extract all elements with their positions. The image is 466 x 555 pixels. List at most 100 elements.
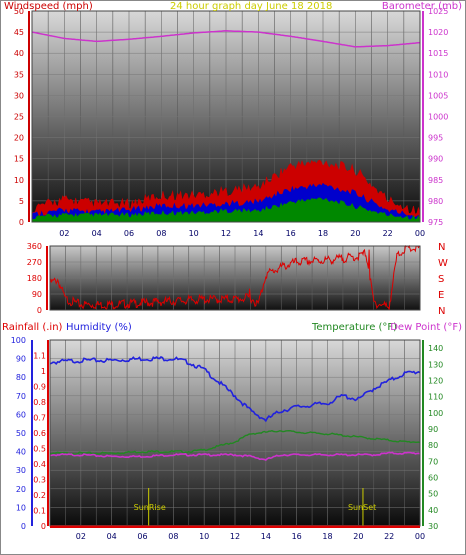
hour-tick-label: 22 bbox=[384, 532, 394, 541]
compass-label: W bbox=[438, 258, 448, 269]
rainfall-tick-label: 0.1 bbox=[33, 507, 46, 516]
rainfall-tick-label: 0.5 bbox=[33, 445, 46, 454]
direction-tick-label: 270 bbox=[27, 258, 42, 267]
humidity-tick-label: 50 bbox=[16, 429, 26, 438]
hour-tick-label: 08 bbox=[156, 229, 166, 238]
direction-tick-label: 180 bbox=[27, 274, 42, 283]
temperature-tick-label: 30 bbox=[428, 522, 438, 531]
rainfall-tick-label: 1.1 bbox=[33, 352, 46, 361]
hour-tick-label: 02 bbox=[59, 229, 69, 238]
barometer-tick-label: 1025 bbox=[428, 7, 448, 16]
direction-tick-label: 360 bbox=[27, 242, 42, 251]
wind-tick-label: 40 bbox=[14, 49, 24, 58]
humidity-series bbox=[49, 356, 421, 423]
hour-tick-label: 10 bbox=[189, 229, 199, 238]
dewpoint-series bbox=[49, 451, 421, 462]
wind-tick-label: 25 bbox=[14, 113, 24, 122]
hour-tick-label: 12 bbox=[221, 229, 231, 238]
direction-tick-label: 0 bbox=[37, 306, 42, 315]
barometer-tick-label: 1005 bbox=[428, 91, 448, 100]
hour-tick-label: 14 bbox=[253, 229, 263, 238]
rainfall-tick-label: 0.9 bbox=[33, 383, 46, 392]
temperature-tick-label: 90 bbox=[428, 425, 438, 434]
barometer-tick-label: 1020 bbox=[428, 28, 448, 37]
plot-frame bbox=[49, 245, 421, 311]
hour-tick-label: 20 bbox=[353, 532, 363, 541]
temperature-tick-label: 40 bbox=[428, 506, 438, 515]
humidity-tick-label: 80 bbox=[16, 373, 26, 382]
temperature-tick-label: 80 bbox=[428, 441, 438, 450]
compass-label: S bbox=[438, 274, 444, 285]
wind-tick-label: 10 bbox=[14, 176, 24, 185]
plot-frame bbox=[31, 10, 421, 223]
wind-tick-label: 30 bbox=[14, 91, 24, 100]
rainfall-tick-label: 0.6 bbox=[33, 429, 46, 438]
compass-label: N bbox=[438, 306, 445, 317]
rainfall-tick-label: 0.3 bbox=[33, 476, 46, 485]
rainfall-tick-label: 0.8 bbox=[33, 398, 46, 407]
wind-tick-label: 35 bbox=[14, 70, 24, 79]
wind-tick-label: 45 bbox=[14, 28, 24, 37]
barometer-tick-label: 990 bbox=[428, 155, 443, 164]
wind-tick-label: 20 bbox=[14, 134, 24, 143]
hour-tick-label: 12 bbox=[230, 532, 240, 541]
wind-direction-series bbox=[49, 244, 421, 311]
windspeed-axis-title: Windspeed (mph) bbox=[4, 1, 93, 12]
humidity-tick-label: 70 bbox=[16, 392, 26, 401]
temperature-tick-label: 120 bbox=[428, 376, 443, 385]
hour-tick-label: 06 bbox=[124, 229, 134, 238]
temperature-axis-title: Temperature (°F) bbox=[311, 322, 397, 333]
rainfall-tick-label: 1 bbox=[41, 367, 46, 376]
barometer-tick-label: 995 bbox=[428, 134, 443, 143]
hour-tick-label: 20 bbox=[350, 229, 360, 238]
compass-label: N bbox=[438, 242, 445, 253]
hour-tick-label: 10 bbox=[199, 532, 209, 541]
rainfall-tick-label: 0.2 bbox=[33, 491, 46, 500]
temperature-tick-label: 100 bbox=[428, 409, 443, 418]
compass-label: E bbox=[438, 290, 444, 301]
hour-tick-label: 14 bbox=[261, 532, 271, 541]
hour-tick-label: 16 bbox=[286, 229, 296, 238]
wind-tick-label: 0 bbox=[19, 218, 24, 227]
hour-tick-label: 18 bbox=[318, 229, 328, 238]
hour-tick-label: 08 bbox=[168, 532, 178, 541]
chart-title: 24 hour graph day June 18 2018 bbox=[170, 1, 332, 12]
humidity-tick-label: 0 bbox=[21, 522, 26, 531]
direction-tick-label: 90 bbox=[32, 290, 42, 299]
rainfall-tick-label: 0.4 bbox=[33, 460, 46, 469]
temperature-tick-label: 50 bbox=[428, 490, 438, 499]
hour-tick-label: 16 bbox=[292, 532, 302, 541]
humidity-tick-label: 90 bbox=[16, 355, 26, 364]
wind-tick-label: 5 bbox=[19, 197, 24, 206]
rainfall-tick-label: 0.7 bbox=[33, 414, 46, 423]
hour-tick-label: 06 bbox=[137, 532, 147, 541]
humidity-tick-label: 40 bbox=[16, 448, 26, 457]
temperature-tick-label: 70 bbox=[428, 457, 438, 466]
sunset-label: SunSet bbox=[348, 503, 376, 512]
hour-tick-label: 04 bbox=[92, 229, 102, 238]
temperature-tick-label: 60 bbox=[428, 473, 438, 482]
sunrise-label: SunRise bbox=[134, 503, 166, 512]
rainfall-tick-label: 0 bbox=[41, 522, 46, 531]
barometer-tick-label: 980 bbox=[428, 197, 443, 206]
hour-tick-label: 18 bbox=[322, 532, 332, 541]
rainfall-axis-title: Rainfall (.in) bbox=[2, 322, 63, 333]
hour-tick-label: 04 bbox=[107, 532, 117, 541]
humidity-tick-label: 30 bbox=[16, 466, 26, 475]
temperature-tick-label: 130 bbox=[428, 360, 443, 369]
temperature-series bbox=[49, 429, 421, 455]
humidity-tick-label: 10 bbox=[16, 503, 26, 512]
humidity-tick-label: 60 bbox=[16, 410, 26, 419]
hour-tick-label: 22 bbox=[383, 229, 393, 238]
barometer-axis-title: Barometer (mb) bbox=[382, 1, 462, 12]
dewpoint-axis-title: Dew Point (°F) bbox=[390, 322, 462, 333]
temperature-tick-label: 140 bbox=[428, 344, 443, 353]
hour-tick-label: 00 bbox=[415, 229, 425, 238]
humidity-tick-label: 100 bbox=[11, 336, 26, 345]
hour-tick-label: 02 bbox=[76, 532, 86, 541]
barometer-tick-label: 985 bbox=[428, 176, 443, 185]
barometer-tick-label: 1000 bbox=[428, 113, 448, 122]
humidity-tick-label: 20 bbox=[16, 485, 26, 494]
wind-tick-label: 50 bbox=[14, 7, 24, 16]
